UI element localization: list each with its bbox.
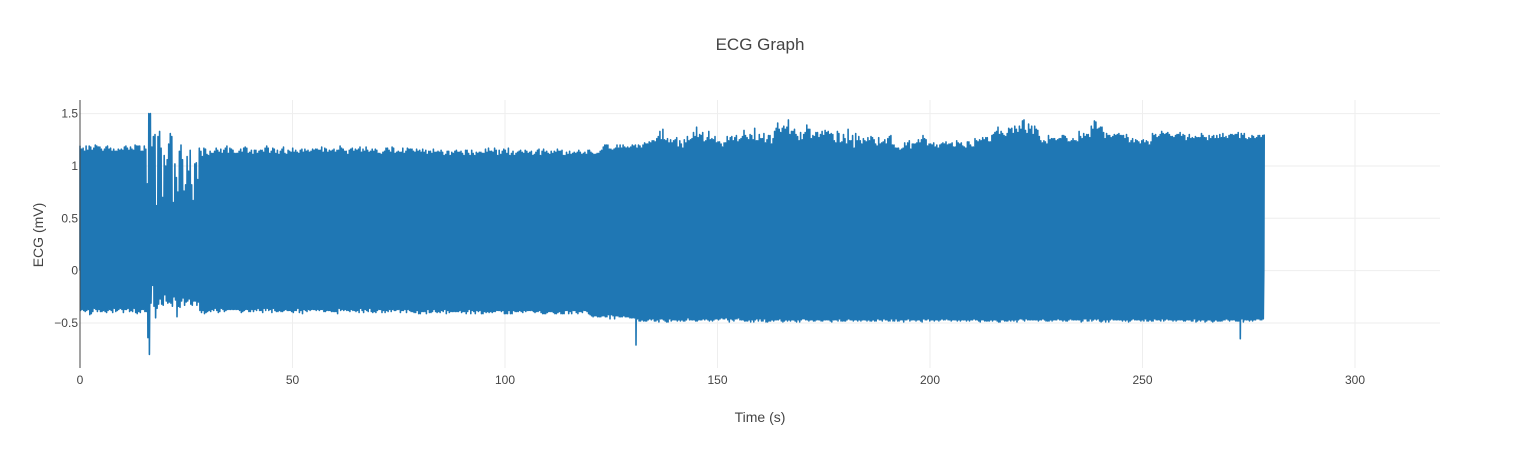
y-tick-label: 0.5 — [61, 211, 78, 225]
series-layer — [79, 112, 1265, 356]
x-tick-label: 150 — [707, 373, 727, 387]
x-tick-label: 250 — [1132, 373, 1152, 387]
x-tick-label: 50 — [286, 373, 300, 387]
series-ecg — [79, 112, 1265, 356]
y-tick-label: 0 — [71, 264, 78, 278]
x-tick-label: 100 — [495, 373, 515, 387]
x-tick-label: 300 — [1345, 373, 1365, 387]
tick-layer: 0 50 100 150 200 250 300 −0.5 0 0.5 1 1.5 — [54, 107, 1365, 387]
y-axis-title: ECG (mV) — [30, 203, 46, 268]
y-tick-label: −0.5 — [54, 316, 78, 330]
series-line — [79, 112, 1265, 356]
y-tick-label: 1 — [71, 159, 78, 173]
chart-title: ECG Graph — [716, 35, 805, 54]
x-tick-label: 200 — [920, 373, 940, 387]
x-axis-title: Time (s) — [735, 409, 786, 425]
x-tick-label: 0 — [77, 373, 84, 387]
y-tick-label: 1.5 — [61, 107, 78, 121]
